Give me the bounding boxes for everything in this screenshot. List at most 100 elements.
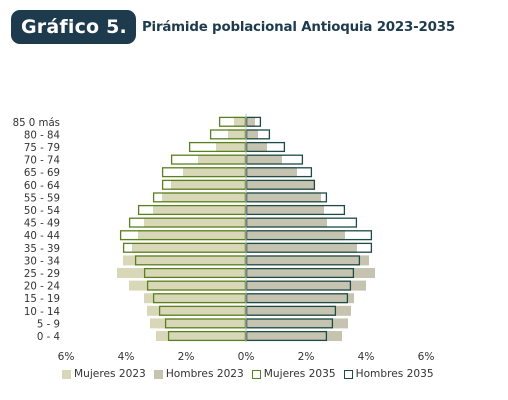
- bar-mujeres-2035-80-84: [209, 129, 247, 140]
- legend-label-mujeres-2035: Mujeres 2035: [263, 368, 336, 380]
- bar-hombres-2023-5-9: [246, 318, 348, 329]
- category-label-80-84: 80 - 84: [24, 130, 60, 141]
- bar-mujeres-2035-20-24: [146, 280, 247, 291]
- bar-mujeres-2023-55-59: [162, 192, 246, 203]
- bar-hombres-2035-25-29: [245, 267, 355, 279]
- category-label-45-49: 45 - 49: [24, 219, 60, 230]
- legend-swatch-hombres-2023: [153, 369, 163, 379]
- category-label-60-64: 60 - 64: [24, 181, 60, 192]
- category-label-15-19: 15 - 19: [24, 294, 60, 305]
- category-label-65-69: 65 - 69: [24, 168, 60, 179]
- category-label-40-44: 40 - 44: [24, 231, 60, 242]
- bar-hombres-2035-5-9: [245, 318, 334, 329]
- bar-mujeres-2035-50-54: [137, 204, 247, 216]
- category-label-0-4: 0 - 4: [37, 332, 60, 343]
- x-tick-label-5: 4%: [358, 351, 375, 363]
- category-label-10-14: 10 - 14: [24, 307, 60, 318]
- bar-mujeres-2023-45-49: [144, 217, 246, 228]
- bar-hombres-2023-15-19: [246, 293, 354, 304]
- bar-mujeres-2023-15-19: [144, 293, 246, 304]
- bar-hombres-2023-30-34: [246, 255, 369, 266]
- bar-mujeres-2023-10-14: [147, 305, 246, 316]
- bar-mujeres-2023-50-54: [153, 205, 246, 215]
- bar-hombres-2023-60-64: [246, 179, 315, 190]
- bar-hombres-2023-35-39: [246, 242, 357, 253]
- bar-mujeres-2023-35-39: [132, 242, 246, 253]
- bar-mujeres-2035-75-79: [188, 141, 247, 153]
- bar-hombres-2035-80-84: [245, 129, 271, 140]
- bar-mujeres-2023-30-34: [123, 255, 246, 266]
- bar-hombres-2023-80-84: [246, 129, 258, 140]
- bar-mujeres-2035-65-69: [161, 167, 247, 178]
- category-label-25-29: 25 - 29: [24, 269, 60, 280]
- x-tick-label-6: 6%: [418, 351, 435, 363]
- bar-mujeres-2023-80-84: [228, 129, 246, 140]
- bar-hombres-2023-25-29: [246, 268, 375, 278]
- bar-mujeres-2023-85-0-m-s: [234, 116, 246, 127]
- legend-item-hombres-2035: Hombres 2035: [343, 368, 434, 380]
- bar-hombres-2035-30-34: [245, 255, 361, 266]
- bar-mujeres-2023-0-4: [156, 331, 246, 341]
- bar-hombres-2035-85-0-m-s: [245, 116, 262, 127]
- category-label-5-9: 5 - 9: [37, 319, 60, 330]
- bar-hombres-2023-85-0-m-s: [246, 116, 255, 127]
- bar-hombres-2023-45-49: [246, 217, 327, 228]
- x-tick-label-4: 2%: [298, 351, 315, 363]
- bar-mujeres-2035-15-19: [152, 293, 247, 304]
- bar-mujeres-2023-60-64: [171, 179, 246, 190]
- bar-mujeres-2035-0-4: [167, 330, 247, 342]
- legend-label-mujeres-2023: Mujeres 2023: [74, 368, 146, 380]
- bar-hombres-2035-55-59: [245, 192, 328, 203]
- bar-mujeres-2023-70-74: [198, 154, 246, 165]
- x-tick-label-0: 6%: [58, 351, 75, 363]
- category-label-35-39: 35 - 39: [24, 244, 60, 255]
- bar-hombres-2035-75-79: [245, 141, 286, 153]
- bar-mujeres-2035-25-29: [143, 267, 247, 279]
- x-tick-label-1: 4%: [118, 351, 135, 363]
- chart-header: Gráfico 5. Pirámide poblacional Antioqui…: [11, 9, 455, 45]
- legend-label-hombres-2023: Hombres 2023: [165, 368, 244, 380]
- bar-mujeres-2023-5-9: [150, 318, 246, 329]
- bar-mujeres-2035-40-44: [119, 230, 247, 241]
- bar-mujeres-2023-25-29: [117, 268, 246, 278]
- bar-mujeres-2035-60-64: [161, 179, 247, 190]
- bar-hombres-2035-40-44: [245, 230, 373, 241]
- bar-hombres-2023-55-59: [246, 192, 321, 203]
- bar-hombres-2023-75-79: [246, 142, 267, 152]
- bar-hombres-2023-40-44: [246, 230, 345, 241]
- bar-hombres-2023-65-69: [246, 167, 297, 178]
- legend-item-mujeres-2023: Mujeres 2023: [62, 368, 146, 380]
- legend-swatch-mujeres-2023: [62, 369, 71, 379]
- legend-label-hombres-2035: Hombres 2035: [355, 368, 434, 380]
- bar-mujeres-2035-70-74: [170, 154, 247, 165]
- bar-mujeres-2023-40-44: [138, 230, 246, 241]
- bar-hombres-2035-60-64: [245, 179, 316, 190]
- bar-mujeres-2035-10-14: [158, 305, 247, 316]
- bar-hombres-2023-50-54: [246, 205, 324, 215]
- bar-mujeres-2035-55-59: [152, 192, 247, 203]
- x-tick-label-3: 0%: [238, 351, 255, 363]
- bar-hombres-2035-0-4: [245, 330, 328, 342]
- bar-mujeres-2035-30-34: [134, 255, 247, 266]
- bar-hombres-2023-10-14: [246, 305, 351, 316]
- bar-mujeres-2035-45-49: [128, 217, 247, 228]
- bar-hombres-2035-20-24: [245, 280, 352, 291]
- category-label-75-79: 75 - 79: [24, 143, 60, 154]
- category-label-50-54: 50 - 54: [24, 206, 60, 217]
- category-label-55-59: 55 - 59: [24, 193, 60, 204]
- bar-mujeres-2023-75-79: [216, 142, 246, 152]
- bar-mujeres-2035-35-39: [122, 242, 247, 253]
- chart-legend: Mujeres 2023 Hombres 2023 Mujeres 2035 H…: [62, 368, 442, 380]
- category-label-20-24: 20 - 24: [24, 282, 60, 293]
- bar-mujeres-2023-65-69: [183, 167, 246, 178]
- bar-hombres-2023-20-24: [246, 280, 366, 291]
- bar-mujeres-2035-5-9: [164, 318, 247, 329]
- legend-swatch-hombres-2035: [343, 369, 353, 379]
- figure-badge: Gráfico 5.: [11, 10, 136, 44]
- bar-hombres-2035-10-14: [245, 305, 337, 316]
- bar-hombres-2023-0-4: [246, 331, 342, 341]
- x-tick-label-2: 2%: [178, 351, 195, 363]
- bar-hombres-2035-50-54: [245, 204, 346, 216]
- bar-hombres-2035-15-19: [245, 293, 349, 304]
